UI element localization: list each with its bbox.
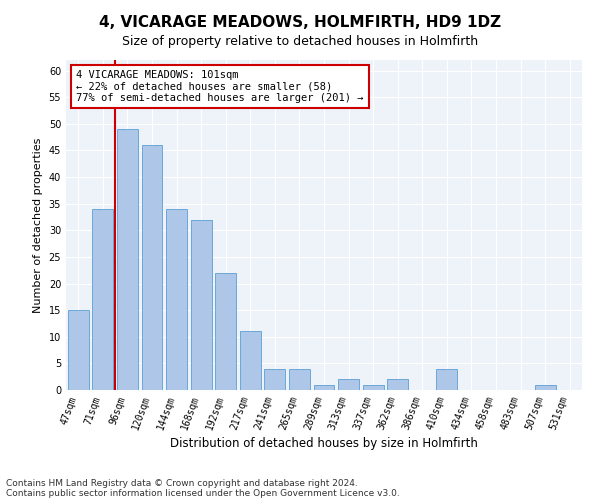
Y-axis label: Number of detached properties: Number of detached properties bbox=[33, 138, 43, 312]
Bar bbox=[142, 145, 163, 390]
Bar bbox=[92, 209, 113, 390]
Bar bbox=[265, 368, 286, 390]
Text: Size of property relative to detached houses in Holmfirth: Size of property relative to detached ho… bbox=[122, 35, 478, 48]
X-axis label: Distribution of detached houses by size in Holmfirth: Distribution of detached houses by size … bbox=[170, 437, 478, 450]
Bar bbox=[387, 380, 408, 390]
Bar bbox=[68, 310, 89, 390]
Bar bbox=[240, 332, 261, 390]
Text: Contains public sector information licensed under the Open Government Licence v3: Contains public sector information licen… bbox=[6, 488, 400, 498]
Bar bbox=[362, 384, 383, 390]
Bar bbox=[191, 220, 212, 390]
Text: 4, VICARAGE MEADOWS, HOLMFIRTH, HD9 1DZ: 4, VICARAGE MEADOWS, HOLMFIRTH, HD9 1DZ bbox=[99, 15, 501, 30]
Bar bbox=[436, 368, 457, 390]
Bar bbox=[289, 368, 310, 390]
Bar bbox=[314, 384, 334, 390]
Text: 4 VICARAGE MEADOWS: 101sqm
← 22% of detached houses are smaller (58)
77% of semi: 4 VICARAGE MEADOWS: 101sqm ← 22% of deta… bbox=[76, 70, 364, 103]
Bar bbox=[117, 129, 138, 390]
Bar bbox=[535, 384, 556, 390]
Bar bbox=[166, 209, 187, 390]
Bar bbox=[338, 380, 359, 390]
Text: Contains HM Land Registry data © Crown copyright and database right 2024.: Contains HM Land Registry data © Crown c… bbox=[6, 478, 358, 488]
Bar bbox=[215, 273, 236, 390]
